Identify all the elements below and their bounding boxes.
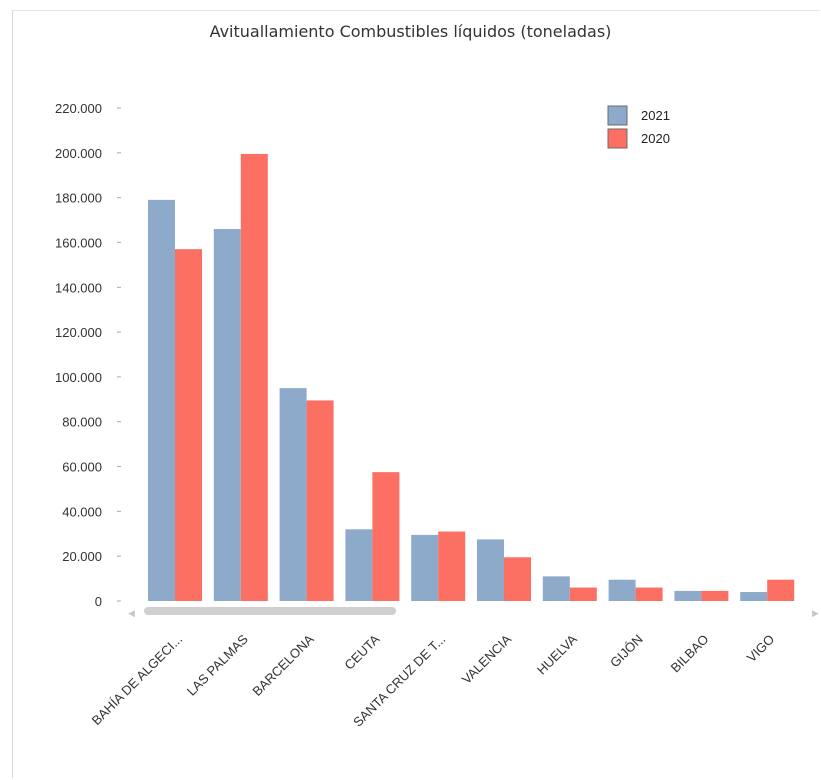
y-tick-label: 220.000 — [55, 101, 102, 116]
legend-label-2021: 2021 — [641, 108, 670, 123]
bar-2020-4 — [438, 531, 466, 601]
bar-2020-8 — [701, 590, 729, 601]
bar-2020-9 — [767, 579, 795, 601]
y-tick-label: 180.000 — [55, 191, 102, 206]
y-tick-label: 40.000 — [62, 504, 102, 519]
bar-2021-8 — [674, 590, 702, 601]
legend-swatch-2020 — [607, 128, 628, 149]
bar-2021-0 — [148, 199, 175, 602]
horizontal-scroller[interactable]: ◀ ▶ — [128, 607, 819, 618]
y-tick-label: 0 — [95, 594, 102, 609]
x-category-label: BAHÍA DE ALGECI... — [89, 632, 185, 728]
x-category-label: VALENCIA — [459, 631, 515, 687]
x-category-label: CEUTA — [341, 631, 382, 672]
bar-2021-5 — [477, 539, 504, 601]
bar-2021-4 — [411, 534, 439, 601]
legend: 2021 2020 — [607, 105, 670, 149]
bar-2021-6 — [542, 576, 570, 601]
bar-2020-7 — [635, 587, 663, 601]
legend-swatch-2021 — [607, 105, 628, 126]
y-tick-label: 100.000 — [55, 370, 102, 385]
legend-label-2020: 2020 — [641, 131, 670, 146]
bar-2020-5 — [504, 557, 531, 601]
bar-2021-9 — [740, 592, 768, 601]
y-tick-label: 60.000 — [62, 460, 102, 475]
x-category-label: LAS PALMAS — [184, 631, 251, 698]
y-tick-label: 160.000 — [55, 235, 102, 250]
scroll-left-arrow[interactable]: ◀ — [128, 608, 135, 618]
chart-frame — [12, 10, 820, 778]
bar-2021-2 — [279, 388, 307, 601]
bar-2021-1 — [213, 229, 241, 601]
x-category-label: BARCELONA — [249, 631, 317, 699]
scroll-right-arrow[interactable]: ▶ — [812, 608, 819, 618]
bar-2021-7 — [608, 579, 636, 601]
y-tick-label: 200.000 — [55, 146, 102, 161]
scrollbar-thumb[interactable] — [144, 607, 396, 615]
x-category-label: BILBAO — [668, 632, 712, 676]
bar-2020-1 — [240, 153, 268, 601]
y-tick-label: 120.000 — [55, 325, 102, 340]
y-tick-label: 20.000 — [62, 549, 102, 564]
bar-2020-3 — [372, 472, 400, 601]
bar-2020-6 — [569, 587, 597, 601]
x-category-label: HUELVA — [534, 631, 580, 677]
y-tick-label: 140.000 — [55, 280, 102, 295]
bar-2020-2 — [306, 400, 334, 601]
y-tick-label: 80.000 — [62, 415, 102, 430]
bars — [148, 153, 795, 602]
bar-2020-0 — [175, 249, 202, 601]
x-category-label: VIGO — [744, 632, 778, 666]
y-axis: 0 20.000 40.000 60.000 80.000 100.000 120.000 1… — [55, 101, 121, 609]
chart-title: Avituallamiento Combustibles líquidos (t… — [209, 22, 612, 41]
x-category-label: GIJÓN — [607, 632, 646, 671]
bar-2021-3 — [345, 529, 373, 601]
